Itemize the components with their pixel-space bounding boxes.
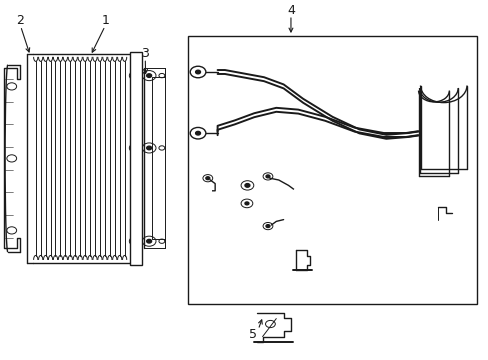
Circle shape	[265, 225, 269, 228]
Circle shape	[195, 131, 200, 135]
Circle shape	[146, 239, 151, 243]
Circle shape	[244, 184, 249, 187]
Circle shape	[205, 177, 209, 180]
Bar	[129, 52, 142, 265]
Text: 4: 4	[286, 4, 294, 17]
Circle shape	[134, 240, 138, 243]
Text: 2: 2	[17, 14, 24, 27]
Circle shape	[134, 74, 138, 77]
Text: 3: 3	[141, 47, 149, 60]
Bar	[188, 36, 476, 304]
Text: 1: 1	[101, 14, 109, 27]
Circle shape	[134, 147, 138, 149]
Text: 5: 5	[249, 328, 257, 341]
Circle shape	[146, 74, 151, 77]
Circle shape	[195, 70, 200, 74]
Circle shape	[265, 175, 269, 178]
Circle shape	[146, 146, 151, 150]
Circle shape	[244, 202, 248, 205]
